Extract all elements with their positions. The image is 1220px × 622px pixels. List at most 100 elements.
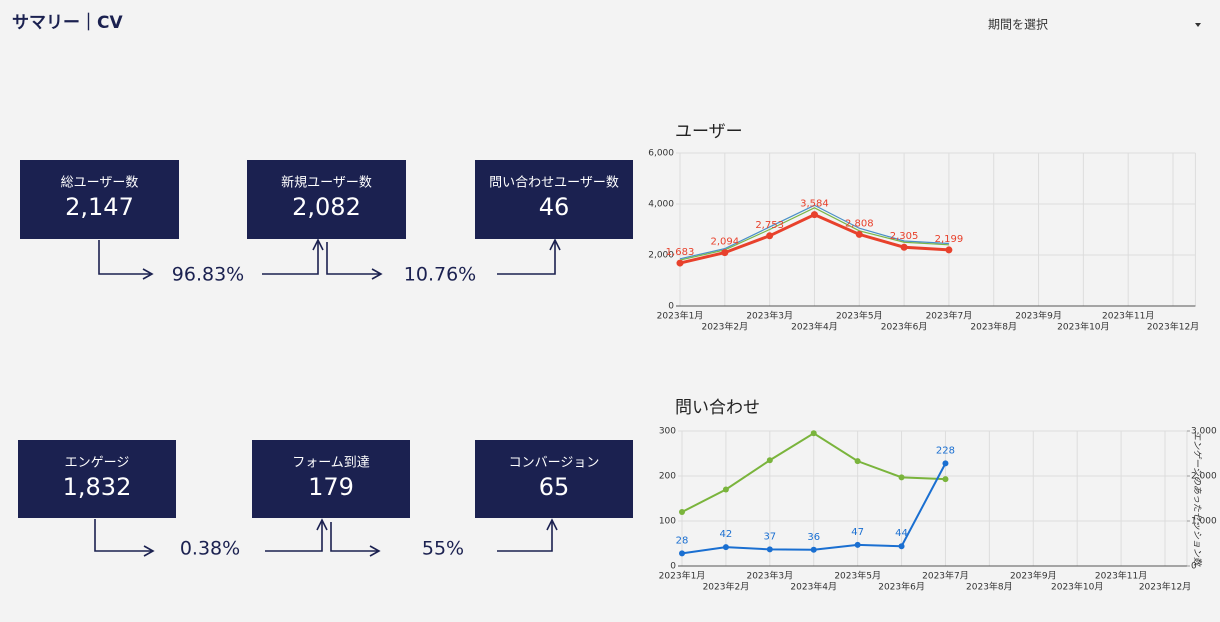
x-tick-label: 2023年4月	[790, 581, 837, 593]
conversion-rate: 96.83%	[172, 264, 244, 286]
kpi-label: 問い合わせユーザー数	[489, 176, 619, 191]
y-tick-label: 100	[659, 517, 676, 527]
x-tick-label: 2023年12月	[1139, 581, 1191, 593]
x-tick-label: 2023年9月	[1015, 310, 1062, 322]
data-label: 1,683	[666, 247, 695, 258]
x-tick-label: 2023年12月	[1147, 321, 1199, 333]
data-point	[898, 543, 905, 550]
kpi-label: 新規ユーザー数	[281, 175, 372, 191]
data-point	[810, 546, 817, 553]
x-tick-label: 2023年1月	[659, 570, 706, 582]
x-tick-label: 2023年1月	[657, 310, 704, 322]
kpi-box	[20, 160, 179, 239]
x-tick-label: 2023年2月	[701, 321, 748, 333]
data-point	[766, 457, 773, 464]
data-point	[722, 486, 729, 493]
data-point	[722, 544, 729, 551]
x-tick-label: 2023年5月	[834, 570, 881, 582]
kpi-label: エンゲージ	[65, 456, 130, 471]
flow-arrows	[94, 238, 561, 557]
x-tick-label: 2023年4月	[791, 321, 838, 333]
x-tick-label: 2023年3月	[746, 310, 793, 322]
data-point	[942, 476, 949, 483]
dropdown-label[interactable]: 期間を選択	[988, 18, 1048, 32]
kpi-value: 65	[539, 473, 570, 501]
kpi-card: フォーム到達 179	[252, 440, 410, 518]
data-point	[766, 232, 774, 240]
kpi-box	[247, 160, 406, 239]
x-tick-label: 2023年7月	[922, 570, 969, 582]
x-tick-label: 2023年5月	[836, 310, 883, 322]
data-point	[945, 246, 953, 254]
kpi-card: 総ユーザー数 2,147	[20, 160, 179, 239]
data-point	[900, 243, 908, 251]
data-label: 228	[936, 445, 955, 456]
data-point	[766, 546, 773, 553]
data-point	[679, 550, 685, 557]
data-label: 2,305	[890, 231, 919, 242]
data-point	[855, 230, 863, 238]
kpi-value: 2,082	[292, 193, 361, 221]
data-point	[810, 430, 817, 437]
data-point	[810, 211, 818, 219]
y-tick-label: 0	[668, 302, 674, 312]
x-tick-label: 2023年11月	[1102, 310, 1154, 322]
data-point	[679, 509, 685, 515]
data-label: 44	[895, 528, 908, 539]
kpi-box	[475, 160, 633, 239]
x-tick-label: 2023年9月	[1010, 570, 1057, 582]
conversion-rate: 10.76%	[404, 264, 476, 286]
data-point	[942, 460, 949, 467]
data-label: 37	[763, 531, 776, 542]
kpi-card: エンゲージ 1,832	[18, 440, 176, 518]
page-title: サマリー｜CV	[12, 12, 123, 33]
x-tick-label: 2023年10月	[1057, 321, 1109, 333]
y2-tick-label: 1,000	[1191, 517, 1217, 527]
y2-axis-label: エンゲージのあったセッション数	[1192, 431, 1203, 567]
x-tick-label: 2023年6月	[878, 581, 925, 593]
data-point	[898, 474, 905, 481]
kpi-card: 新規ユーザー数 2,082	[247, 160, 406, 239]
x-tick-label: 2023年7月	[926, 310, 973, 322]
x-tick-label: 2023年6月	[881, 321, 928, 333]
data-label: 28	[676, 535, 689, 546]
data-label: 47	[851, 527, 864, 538]
x-tick-label: 2023年8月	[970, 321, 1017, 333]
y-tick-label: 6,000	[648, 149, 674, 159]
data-point	[721, 249, 729, 257]
conversion-rate: 0.38%	[180, 538, 240, 560]
y-tick-label: 0	[670, 562, 676, 572]
kpi-card: 問い合わせユーザー数 46	[475, 160, 633, 239]
kpi-label: コンバージョン	[509, 456, 600, 471]
data-label: 2,808	[845, 218, 874, 229]
y2-tick-label: 0	[1191, 562, 1197, 572]
data-label: 2,753	[755, 220, 784, 231]
kpi-label: 総ユーザー数	[61, 176, 139, 191]
data-point	[854, 541, 861, 548]
x-tick-label: 2023年3月	[746, 570, 793, 582]
data-point	[676, 259, 684, 267]
chart-title: 問い合わせ	[675, 398, 760, 418]
x-tick-label: 2023年8月	[966, 581, 1013, 593]
kpi-box	[252, 440, 410, 518]
chart-title: ユーザー	[675, 122, 743, 142]
data-label: 3,584	[800, 199, 829, 210]
y-tick-label: 300	[659, 427, 676, 437]
conversion-rate: 55%	[422, 538, 464, 560]
data-label: 2,094	[710, 237, 739, 248]
kpi-value: 2,147	[65, 193, 134, 221]
kpi-value: 46	[539, 193, 570, 221]
dropdown-arrow[interactable]	[1195, 23, 1201, 27]
data-label: 36	[807, 532, 820, 543]
y2-tick-label: 2,000	[1191, 472, 1217, 482]
series-line	[679, 204, 949, 260]
x-tick-label: 2023年10月	[1051, 581, 1103, 593]
kpi-card: コンバージョン 65	[475, 440, 633, 518]
period-dropdown[interactable]: 期間を選択	[988, 18, 1201, 32]
kpi-box	[475, 440, 633, 518]
y-tick-label: 200	[659, 472, 676, 482]
data-label: 42	[720, 529, 733, 540]
y2-tick-label: 3,000	[1191, 427, 1217, 437]
kpi-box	[18, 440, 176, 518]
